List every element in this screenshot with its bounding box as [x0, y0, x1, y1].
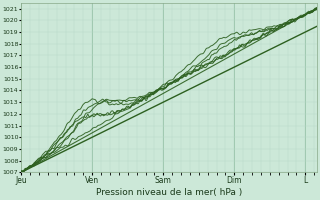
- X-axis label: Pression niveau de la mer( hPa ): Pression niveau de la mer( hPa ): [96, 188, 242, 197]
